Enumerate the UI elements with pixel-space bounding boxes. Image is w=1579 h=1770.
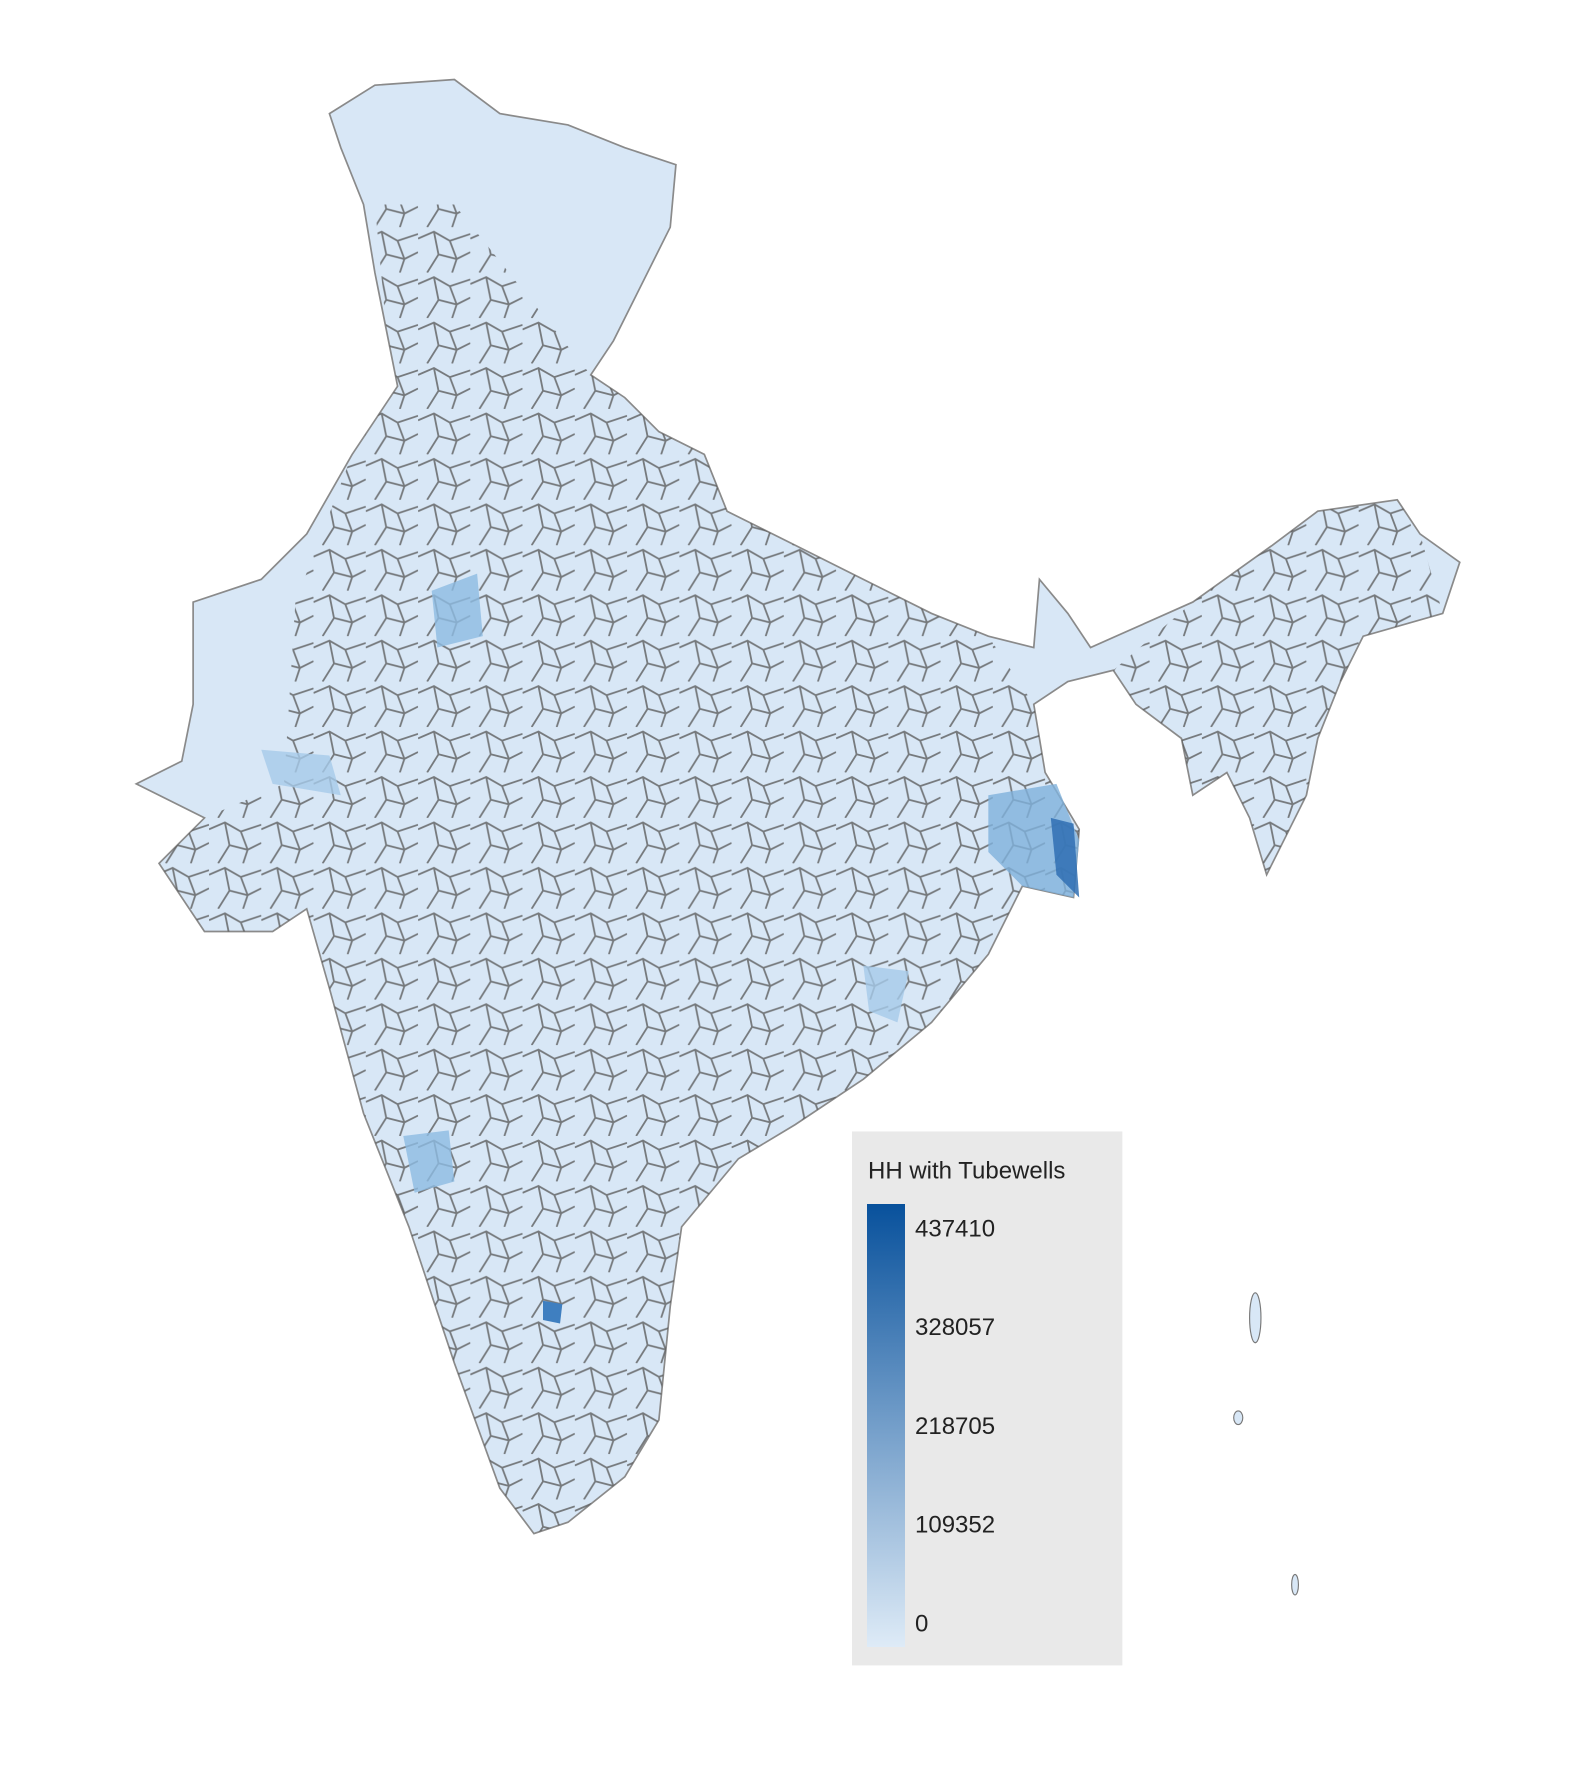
district-highlight	[431, 573, 483, 648]
legend-tick-label: 328057	[915, 1314, 995, 1341]
legend-tick-label: 437410	[915, 1215, 995, 1242]
legend-tick-label: 0	[915, 1610, 928, 1637]
district-highlight	[543, 1300, 563, 1324]
island	[1249, 1292, 1262, 1344]
district-highlight	[1050, 817, 1080, 898]
legend-title: HH with Tubewells	[868, 1157, 1065, 1184]
district-borders	[159, 204, 1443, 1534]
district-highlight	[863, 965, 909, 1023]
legend-tick-label: 109352	[915, 1512, 995, 1539]
island	[1291, 1573, 1300, 1596]
district-highlight	[261, 749, 341, 796]
india-map	[134, 78, 1461, 1666]
district-highlight	[403, 1130, 455, 1193]
color-ramp	[867, 1204, 905, 1647]
island	[1233, 1410, 1244, 1426]
legend-tick-label: 218705	[915, 1413, 995, 1440]
